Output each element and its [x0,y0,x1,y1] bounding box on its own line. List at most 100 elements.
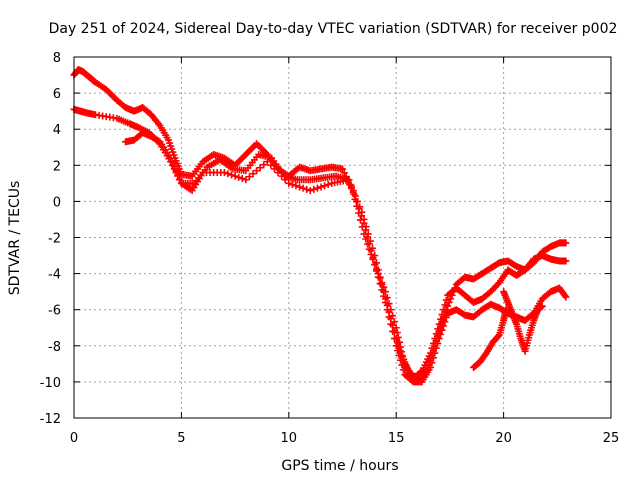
data-point [387,320,395,328]
tick-labels: 0 5 10 15 20 25 -12 -10 -8 -6 -4 -2 0 2 4 6 8 [40,51,620,446]
plot-border [73,56,612,419]
data-point [434,339,442,347]
data-point [235,173,243,181]
data-point [357,212,365,220]
data-point [380,292,388,300]
data-point [224,170,232,178]
x-tick-label: 10 [281,431,298,446]
data-point [442,314,450,322]
data-point [427,363,435,371]
data-point [220,169,228,177]
data-point [285,179,293,187]
plot-frame [73,56,612,419]
data-point [435,335,443,343]
data-point [371,261,379,269]
data-point [439,306,447,314]
data-point [296,183,304,191]
data-point [350,190,358,198]
data-point [369,254,377,262]
data-point [299,184,307,192]
data-point [376,280,384,288]
data-point [238,175,246,183]
data-point [442,296,450,304]
data-point [292,182,300,190]
data-point [355,205,363,213]
data-point [438,311,446,319]
data-point [245,173,253,181]
y-tick-label: 0 [53,195,61,210]
data-point [441,301,449,309]
x-tick-label: 15 [388,431,405,446]
data-point [345,176,353,184]
data-point [253,167,261,175]
data-point [339,165,346,173]
data-point [231,172,239,180]
grid-lines [74,57,611,418]
data-point [321,182,329,190]
data-point [324,181,332,189]
data-point [441,318,449,326]
series-track-c [122,129,570,386]
y-tick-label: 2 [53,159,61,174]
data-point [432,344,440,352]
data-point [242,176,250,184]
y-tick-label: -12 [40,412,61,427]
data-point [392,342,400,350]
data-point [167,154,175,162]
data-point [447,295,455,303]
data-point [562,257,570,265]
data-point [562,239,570,247]
data-point [267,161,275,169]
x-axis-label: GPS time / hours [281,458,398,474]
data-point [306,187,314,195]
data-point [270,165,278,173]
data-point [278,172,286,180]
y-tick-label: -6 [48,304,61,319]
data-point [399,366,407,374]
data-point [494,332,502,340]
data-point [228,171,236,179]
data-point [168,158,176,166]
data-point [347,183,355,191]
data-point [364,233,372,241]
data-point [256,164,264,172]
x-tick-label: 0 [70,431,78,446]
data-point [288,181,296,189]
data-point [374,273,382,281]
y-tick-label: 4 [53,123,61,138]
data-point [417,368,425,376]
data-point [310,185,318,193]
data-point [352,197,360,205]
data-point [365,240,373,248]
data-point [362,226,370,234]
series-track-e [500,288,546,355]
data-point [174,171,182,179]
data-point [281,176,289,184]
data-point [394,347,402,355]
data-point [398,361,406,369]
data-point [561,292,569,300]
data-point [435,320,443,328]
y-tick-label: 8 [53,51,61,66]
data-point [172,167,180,175]
data-point [383,306,391,314]
data-point [367,247,375,255]
y-tick-label: 6 [53,87,61,102]
data-point [437,315,445,323]
data-point [428,359,436,367]
data-point [313,184,321,192]
data-point [378,286,386,294]
data-point [431,349,439,357]
data-point [303,185,311,193]
x-tick-label: 25 [603,431,620,446]
data-point [429,354,437,362]
chart-title: Day 251 of 2024, Sidereal Day-to-day VTE… [49,21,618,37]
data-point [395,351,403,359]
data-point [389,327,397,335]
y-tick-label: -10 [40,376,61,391]
data-point [170,163,178,171]
data-point [396,356,404,364]
data-point [538,302,546,310]
data-point [381,298,389,306]
